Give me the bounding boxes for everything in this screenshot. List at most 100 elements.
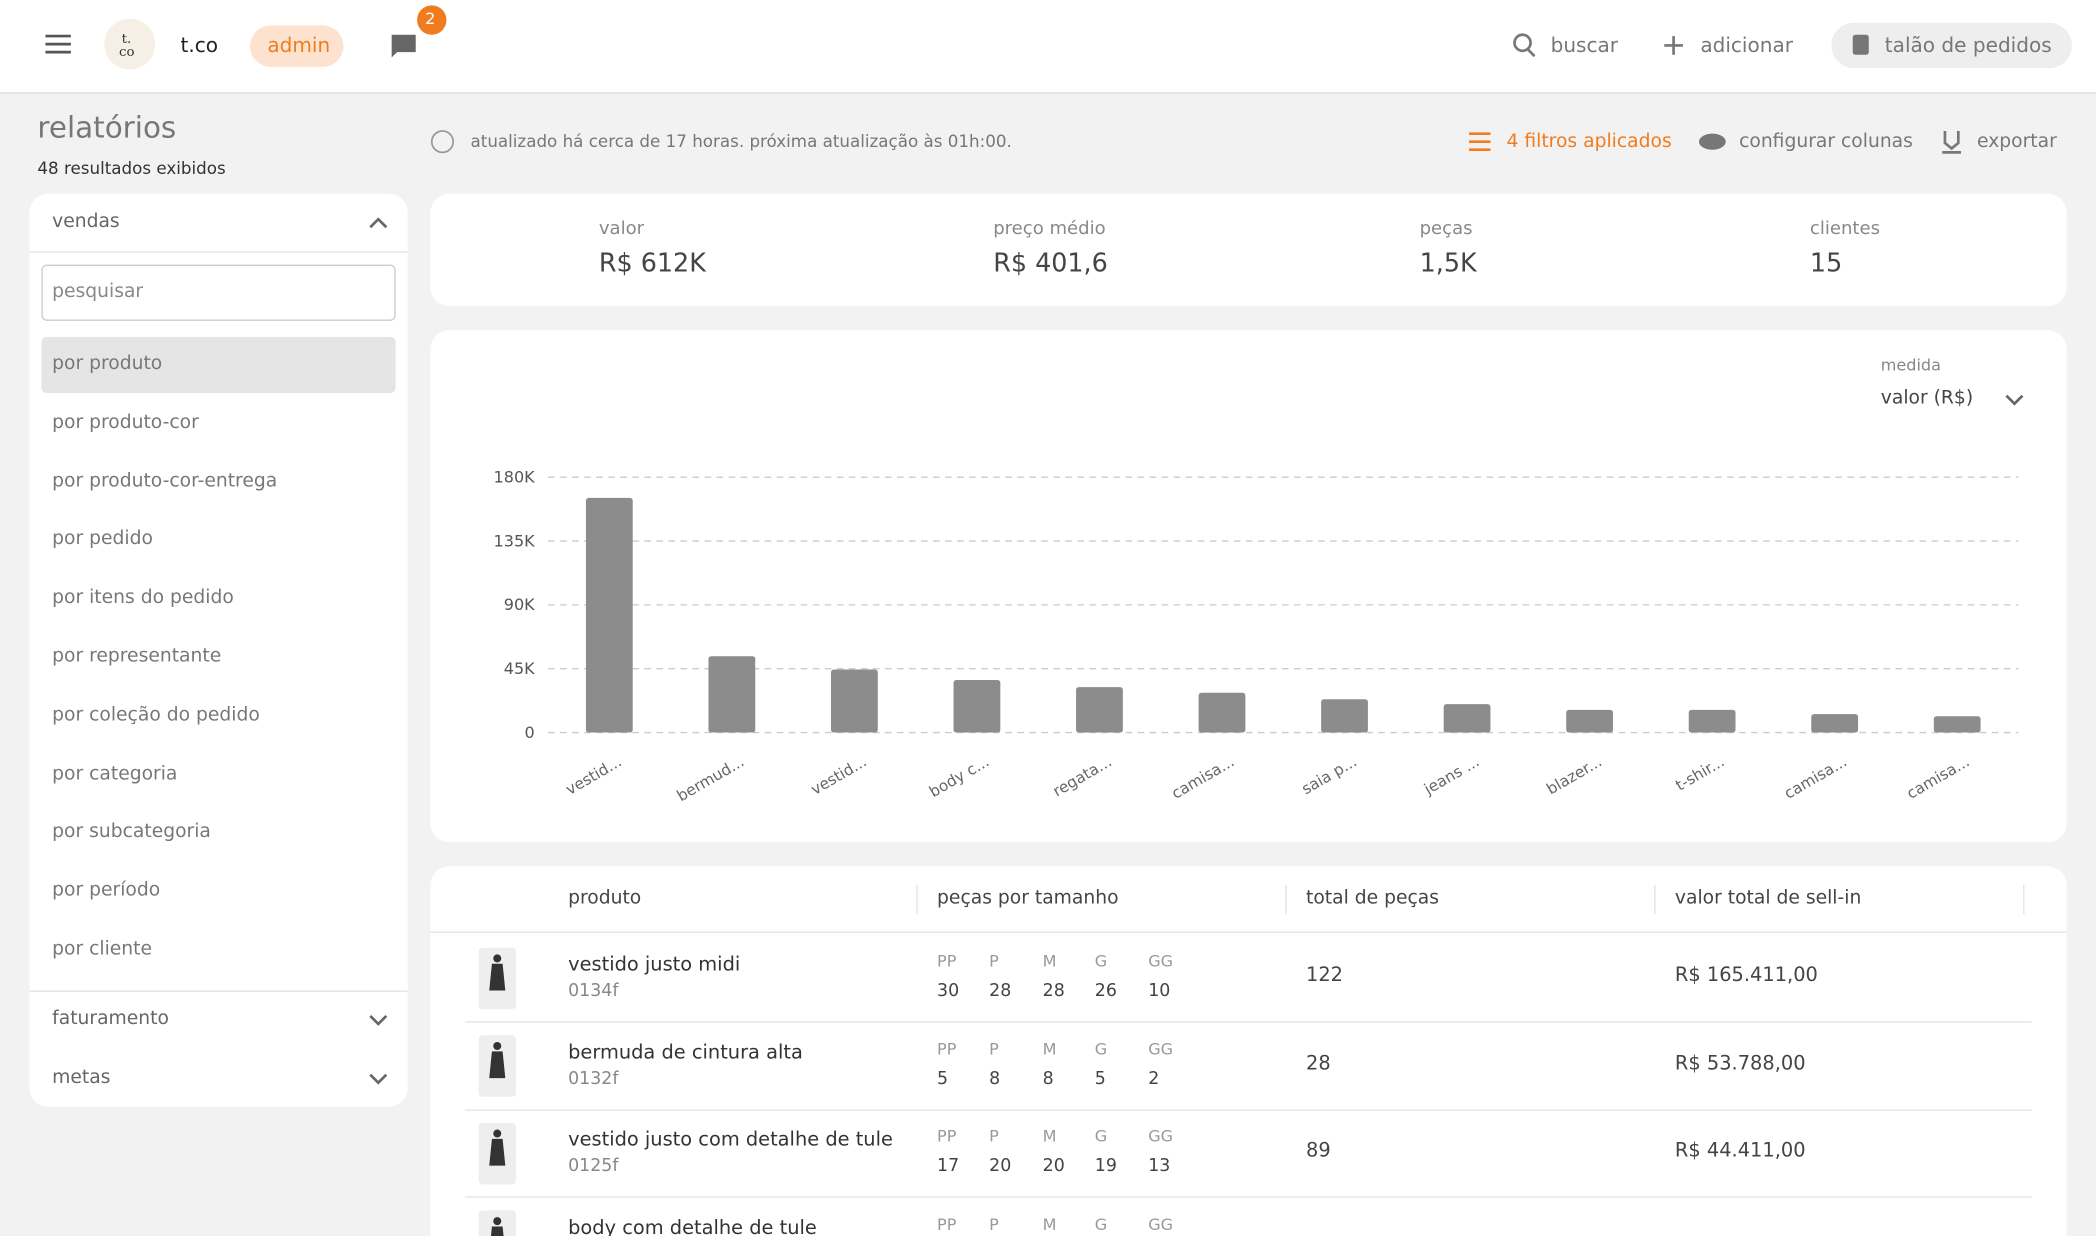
size-count: 8 [1042,1068,1054,1089]
kpi-label: valor [598,217,645,240]
sell-in-value: R$ 165.411,00 [1674,965,1818,987]
columns-link[interactable]: configurar colunas [1739,130,1913,153]
product-name: body com detalhe de tule [568,1217,817,1236]
size-label: P [989,1126,999,1146]
size-label: PP [937,1039,957,1059]
orders-button[interactable] [1831,22,2072,69]
kpi-value: R$ 401,6 [993,248,1108,279]
size-count: 28 [989,981,1012,1002]
size-count: 26 [1094,981,1117,1002]
size-count: 13 [1148,1156,1171,1177]
info-icon [430,130,455,154]
orders-label[interactable]: talão de pedidos [1884,33,2052,58]
size-count: 5 [1094,1068,1106,1089]
export-link[interactable]: exportar [1977,130,2057,153]
kpi-label: peças [1419,217,1473,240]
badge-count: 2 [425,9,436,29]
column-header: peças por tamanho [937,887,1119,909]
product-name: bermuda de cintura alta [568,1041,803,1064]
size-label: GG [1148,1039,1174,1059]
size-count: 30 [937,981,960,1002]
section-title[interactable]: metas [52,1066,111,1089]
row-divider [465,1108,2032,1111]
menu-item[interactable]: por representante [52,645,222,668]
measure-label: medida [1880,355,1941,375]
brand: t.co [180,33,218,58]
menu-item[interactable]: por itens do pedido [52,587,234,609]
results-count: 48 resultados exibidos [37,157,226,178]
size-label: PP [937,1214,957,1234]
menu-item[interactable]: por período [52,879,161,902]
menu-item[interactable]: por produto-cor-entrega [52,469,278,492]
total-pieces: 89 [1305,1140,1331,1162]
size-label: PP [937,1126,957,1146]
update-info: atualizado há cerca de 17 horas. próxima… [470,130,1012,152]
search-input[interactable] [41,264,396,321]
menu-item[interactable]: por pedido [52,528,153,550]
size-count: 10 [1148,981,1171,1002]
add-link[interactable]: adicionar [1700,33,1794,58]
size-label: G [1094,951,1108,971]
size-label: P [989,951,999,971]
size-label: GG [1148,951,1174,971]
page-title: relatórios [37,112,177,146]
total-pieces: 122 [1305,965,1343,987]
divider [29,990,408,992]
size-label: M [1042,1126,1057,1146]
size-count: 20 [989,1156,1012,1177]
size-count: 20 [1042,1156,1065,1177]
menu-item[interactable]: por coleção do pedido [52,704,260,726]
menu-item[interactable]: por produto-cor [52,411,199,433]
total-pieces: 28 [1305,1052,1331,1075]
row-divider [465,1021,2032,1023]
size-label: P [989,1039,999,1059]
badge [417,5,447,35]
size-label: M [1042,951,1057,971]
search-placeholder: pesquisar [52,280,144,303]
divider [430,931,2067,934]
export-icon [1942,130,1961,154]
product-code: 0125f [568,1156,619,1177]
kpi-label: preço médio [993,217,1106,240]
sell-in-value: R$ 44.411,00 [1674,1140,1806,1162]
selected-item [41,336,396,393]
menu-item[interactable]: por categoria [52,762,178,785]
size-label: M [1042,1039,1057,1059]
section-title[interactable]: vendas [52,211,120,233]
product-name: vestido justo midi [568,954,741,976]
size-label: GG [1148,1126,1174,1146]
size-label: PP [937,951,957,971]
size-count: 8 [989,1068,1001,1089]
column-header: produto [568,887,642,909]
column-header: valor total de sell-in [1674,887,1862,909]
kpi-value: R$ 612K [598,248,706,279]
divider [29,251,408,253]
logo-text: co [118,45,135,61]
kpi-value: 1,5K [1419,248,1477,279]
size-count: 19 [1094,1156,1117,1177]
size-label: GG [1148,1214,1174,1234]
menu-item[interactable]: por subcategoria [52,821,211,843]
column-header: total de peças [1305,887,1439,909]
menu-item[interactable]: por produto [52,352,163,375]
search-link[interactable]: buscar [1550,33,1619,58]
size-label: G [1094,1039,1108,1059]
product-name: vestido justo com detalhe de tule [568,1129,893,1151]
section-title[interactable]: faturamento [52,1007,169,1030]
logo [104,18,156,70]
size-label: P [989,1214,999,1234]
top-bar [0,0,2096,94]
size-label: M [1042,1214,1057,1234]
size-count: 2 [1148,1068,1160,1089]
kpi-label: clientes [1809,217,1881,240]
sell-in-value: R$ 53.788,00 [1674,1052,1806,1075]
role: admin [267,33,331,58]
row-divider [465,1196,2032,1198]
menu-item[interactable]: por cliente [52,938,153,960]
filters-link[interactable]: 4 filtros aplicados [1506,130,1672,153]
measure-select[interactable]: valor (R$) [1880,387,1974,410]
size-label: G [1094,1126,1108,1146]
size-count: 28 [1042,981,1065,1002]
size-label: G [1094,1214,1108,1234]
